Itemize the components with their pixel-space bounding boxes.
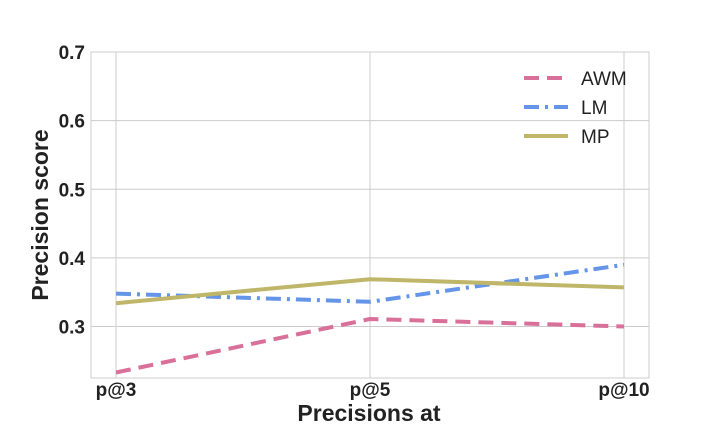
grid-lines — [91, 51, 649, 378]
x-tick-label: p@5 — [350, 380, 391, 401]
y-axis-label: Precision score — [27, 129, 53, 300]
x-axis-label: Precisions at — [297, 400, 441, 426]
series-line-lm — [115, 262, 625, 304]
x-tick-label: p@10 — [598, 380, 649, 401]
x-tick-label: p@3 — [96, 380, 137, 401]
series-line-mp — [115, 277, 625, 306]
y-tick-label: 0.3 — [59, 318, 85, 339]
series-line-awm — [115, 317, 625, 375]
legend-label-awm: AWM — [581, 69, 627, 90]
series-lines — [115, 262, 625, 375]
legend-label-lm: LM — [581, 98, 607, 119]
y-tick-label: 0.5 — [59, 180, 86, 201]
y-tick-label: 0.6 — [59, 112, 85, 133]
y-tick-labels: 0.3 0.4 0.5 0.6 0.7 — [59, 43, 86, 339]
y-tick-label: 0.7 — [59, 43, 85, 64]
legend: AWM LM MP — [524, 69, 627, 148]
x-tick-labels: p@3 p@5 p@10 — [96, 380, 650, 401]
legend-label-mp: MP — [581, 127, 610, 148]
y-tick-label: 0.4 — [59, 249, 86, 270]
